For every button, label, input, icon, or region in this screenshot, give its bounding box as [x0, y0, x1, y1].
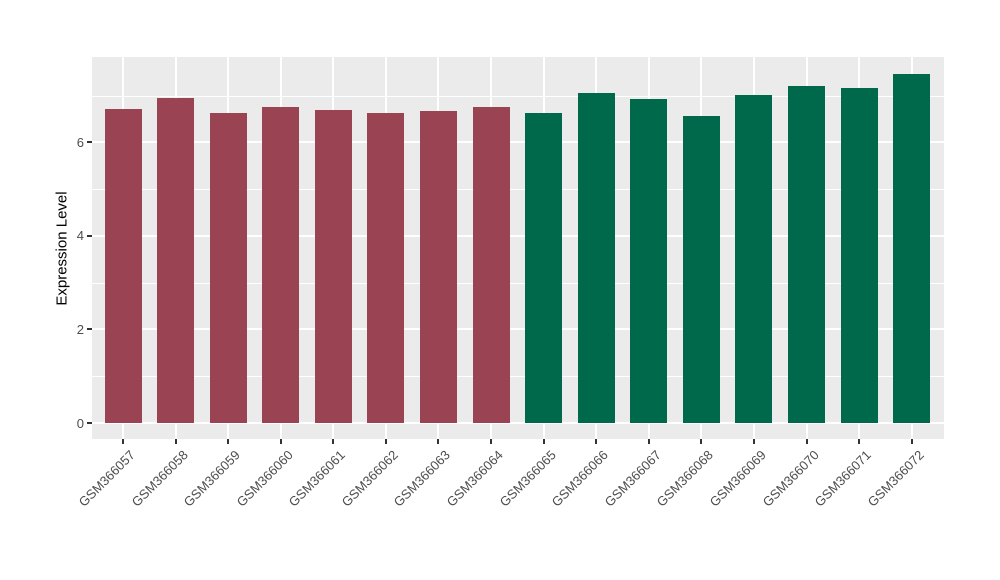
x-tick-mark [805, 439, 808, 444]
bar-GSM366064 [472, 107, 510, 423]
bar-GSM366060 [262, 106, 300, 423]
gridline-y-major [92, 234, 944, 237]
gridline-y-major [92, 141, 944, 144]
x-tick-mark [700, 439, 703, 444]
x-tick-label-anchor: GSM366072 [864, 446, 990, 509]
x-tick-mark [174, 439, 177, 444]
y-tick-label: 2 [76, 321, 84, 337]
x-tick-mark [437, 439, 440, 444]
x-tick-label: GSM366057 [75, 447, 138, 510]
bar-GSM366062 [367, 112, 405, 423]
bar-GSM366071 [840, 87, 878, 423]
bar-GSM366063 [419, 110, 457, 423]
y-tick-mark [87, 234, 92, 237]
bar-GSM366070 [788, 86, 826, 423]
y-tick-label: 6 [76, 134, 84, 150]
y-tick-mark [87, 328, 92, 331]
gridline-y-major [92, 422, 944, 424]
y-axis-title: Expression Level [53, 191, 71, 306]
bar-GSM366068 [682, 116, 720, 423]
plot-panel [92, 57, 944, 439]
x-tick-mark [332, 439, 335, 444]
x-tick-mark [858, 439, 861, 444]
bar-GSM366069 [735, 95, 773, 423]
x-tick-mark [910, 439, 913, 444]
x-tick-mark [595, 439, 598, 444]
y-tick-label: 4 [76, 228, 84, 244]
x-tick-mark [752, 439, 755, 444]
gridline-y-minor [92, 95, 944, 97]
x-tick-mark [542, 439, 545, 444]
gridline-y-major [92, 328, 944, 331]
bar-GSM366058 [157, 97, 195, 423]
bar-GSM366065 [525, 113, 563, 423]
gridline-y-minor [92, 282, 944, 284]
x-tick-mark [647, 439, 650, 444]
gridline-y-minor [92, 376, 944, 378]
x-tick-mark [384, 439, 387, 444]
x-tick-mark [227, 439, 230, 444]
y-tick-mark [87, 141, 92, 144]
x-tick-mark [279, 439, 282, 444]
x-tick-mark [122, 439, 124, 444]
bar-GSM366067 [630, 98, 668, 423]
bar-GSM366072 [893, 73, 931, 423]
y-tick-mark [87, 422, 92, 424]
gridline-y-minor [92, 189, 944, 191]
bar-GSM366061 [314, 109, 352, 423]
bar-GSM366059 [209, 113, 247, 423]
bar-GSM366066 [577, 93, 615, 423]
x-tick-mark [490, 439, 493, 444]
y-tick-label: 0 [76, 415, 84, 431]
bar-GSM366057 [104, 108, 142, 423]
